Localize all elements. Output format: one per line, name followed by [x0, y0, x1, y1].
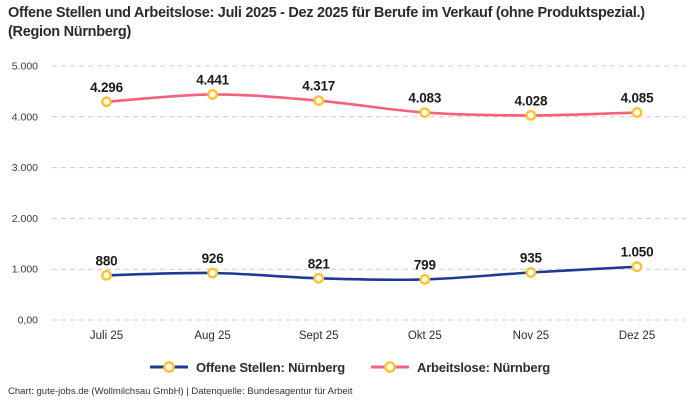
data-point-label: 935 [520, 251, 543, 266]
legend-item[interactable]: Arbeitslose: Nürnberg [371, 360, 550, 375]
data-point-marker[interactable] [419, 107, 431, 119]
y-tick-label: 3.000 [12, 162, 38, 174]
chart-legend: Offene Stellen: Nürnberg Arbeitslose: Nür… [0, 356, 700, 378]
series-line [105, 93, 639, 117]
y-tick-label: 4.000 [12, 111, 38, 123]
series-line [105, 265, 639, 282]
y-tick-label: 2.000 [12, 213, 38, 225]
x-tick-label: Dez 25 [619, 330, 655, 342]
data-point-marker[interactable] [631, 261, 643, 273]
x-tick-label: Aug 25 [194, 330, 230, 342]
data-point-label: 821 [308, 256, 331, 271]
data-point-label: 1.050 [621, 245, 654, 260]
data-point-label: 926 [202, 251, 225, 266]
x-tick-label: Sept 25 [299, 330, 339, 342]
data-point-marker[interactable] [313, 95, 325, 107]
data-point-marker[interactable] [101, 269, 112, 281]
x-tick-label: Nov 25 [513, 330, 549, 342]
chart-title: Offene Stellen und Arbeitslose: Juli 202… [8, 5, 645, 41]
y-tick-label: 1.000 [12, 264, 38, 276]
data-point-marker[interactable] [631, 107, 643, 118]
y-tick-label: 0,00 [18, 315, 39, 327]
data-point-marker[interactable] [525, 267, 537, 278]
y-tick-label: 5.000 [12, 61, 38, 73]
data-point-marker[interactable] [101, 96, 112, 108]
data-point-marker[interactable] [419, 273, 431, 285]
legend-label: Arbeitslose: Nürnberg [417, 359, 551, 375]
data-point-label: 880 [96, 253, 118, 268]
data-point-label: 4.085 [621, 91, 654, 106]
legend-marker-icon [371, 361, 409, 373]
data-point-marker[interactable] [207, 267, 219, 279]
chart-credit: Chart: gute-jobs.de (Wollmilchsau GmbH) … [8, 386, 353, 397]
legend-marker-icon [149, 361, 188, 373]
x-tick-label: Okt 25 [408, 330, 442, 342]
x-tick-label: Juli 25 [90, 330, 123, 342]
data-point-label: 799 [414, 257, 436, 272]
data-point-label: 4.317 [302, 79, 335, 94]
data-point-label: 4.028 [515, 93, 548, 108]
data-point-marker[interactable] [313, 272, 325, 284]
legend-label: Offene Stellen: Nürnberg [195, 359, 345, 375]
data-point-label: 4.296 [90, 80, 123, 95]
data-point-marker[interactable] [207, 89, 219, 100]
data-point-label: 4.083 [408, 91, 441, 106]
data-point-label: 4.441 [196, 72, 229, 87]
legend-item[interactable]: Offene Stellen: Nürnberg [149, 359, 345, 375]
data-point-marker[interactable] [525, 110, 537, 121]
